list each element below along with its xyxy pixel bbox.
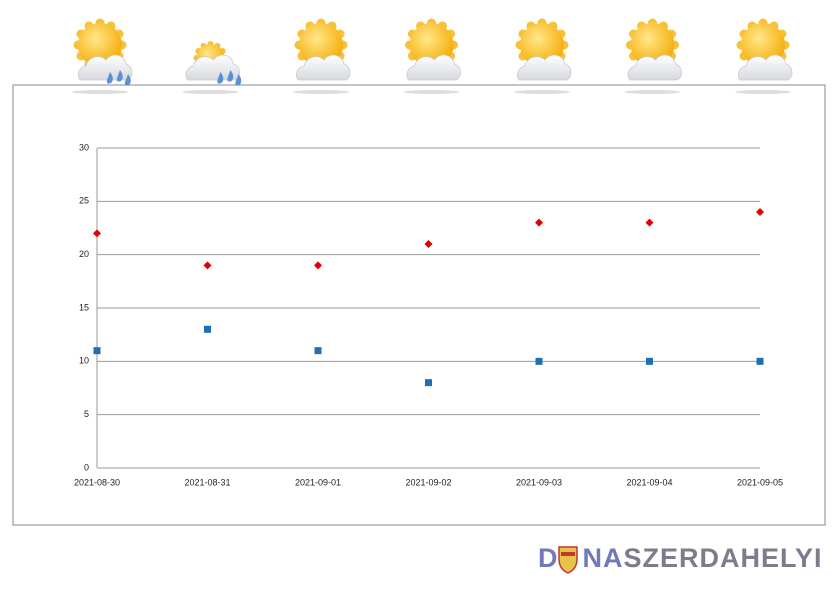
point [535, 218, 543, 227]
cloud [185, 54, 240, 81]
cloud [78, 54, 133, 81]
point [756, 357, 764, 365]
chart-frame [12, 84, 826, 526]
logo-part: NA [583, 543, 624, 573]
plot-area: 0 5 10 15 20 25 30 2021-08-30 2021-08-31 2021-09-… [74, 142, 783, 487]
x-tick-label: 2021-08-31 [184, 477, 230, 487]
raindrop [124, 74, 131, 86]
shadow [514, 90, 570, 94]
logo-part: D [538, 543, 559, 573]
weather-icon [182, 41, 242, 94]
point [645, 218, 654, 227]
x-tick-label: 2021-08-30 [74, 477, 120, 487]
crest [558, 546, 578, 574]
shadow [403, 90, 460, 94]
shadow [293, 90, 349, 94]
raindrop [217, 72, 224, 84]
weather-icon [624, 18, 682, 94]
weather-icon [735, 18, 793, 94]
point [756, 208, 764, 216]
weather-icon [293, 18, 351, 94]
point [203, 261, 212, 270]
cloud [738, 54, 793, 81]
y-tick-label: 15 [79, 302, 89, 312]
raindrop [227, 70, 234, 82]
raindrop [235, 74, 242, 86]
crest-band [561, 552, 575, 556]
raindrop [106, 72, 113, 84]
shadow [72, 90, 128, 94]
shadow [735, 90, 791, 94]
point [314, 261, 322, 270]
x-tick-label: 2021-09-02 [405, 477, 451, 487]
point [424, 240, 433, 248]
point [425, 379, 432, 387]
y-tick-label: 20 [79, 249, 89, 259]
y-tick-label: 5 [84, 409, 89, 419]
cloud [296, 54, 351, 81]
raindrop [116, 70, 123, 82]
cloud [517, 54, 572, 81]
y-tick-label: 10 [79, 356, 89, 366]
x-tick-label: 2021-09-05 [737, 477, 783, 487]
weather-icon [514, 18, 572, 94]
logo-text: D NASZERDAHELYI [538, 543, 823, 573]
weather-icon [403, 18, 461, 94]
x-tick-label: 2021-09-03 [516, 477, 562, 487]
x-tick-label: 2021-09-04 [626, 477, 672, 487]
y-tick-label: 30 [79, 142, 89, 152]
point [646, 357, 653, 365]
cloud [627, 54, 682, 81]
logo: D NASZERDAHELYI [538, 543, 823, 574]
weather-icon [72, 18, 133, 94]
point [204, 325, 211, 333]
weather-icons [72, 18, 793, 94]
point [93, 347, 101, 355]
y-tick-label: 0 [84, 462, 89, 472]
point [314, 347, 322, 355]
shadow [182, 90, 239, 94]
y-tick-label: 25 [79, 196, 89, 206]
point [93, 229, 101, 238]
x-tick-label: 2021-09-01 [295, 477, 341, 487]
shadow [624, 90, 681, 94]
logo-part: SZERDAHELYI [624, 543, 823, 573]
cloud [406, 54, 461, 81]
point [535, 357, 543, 365]
